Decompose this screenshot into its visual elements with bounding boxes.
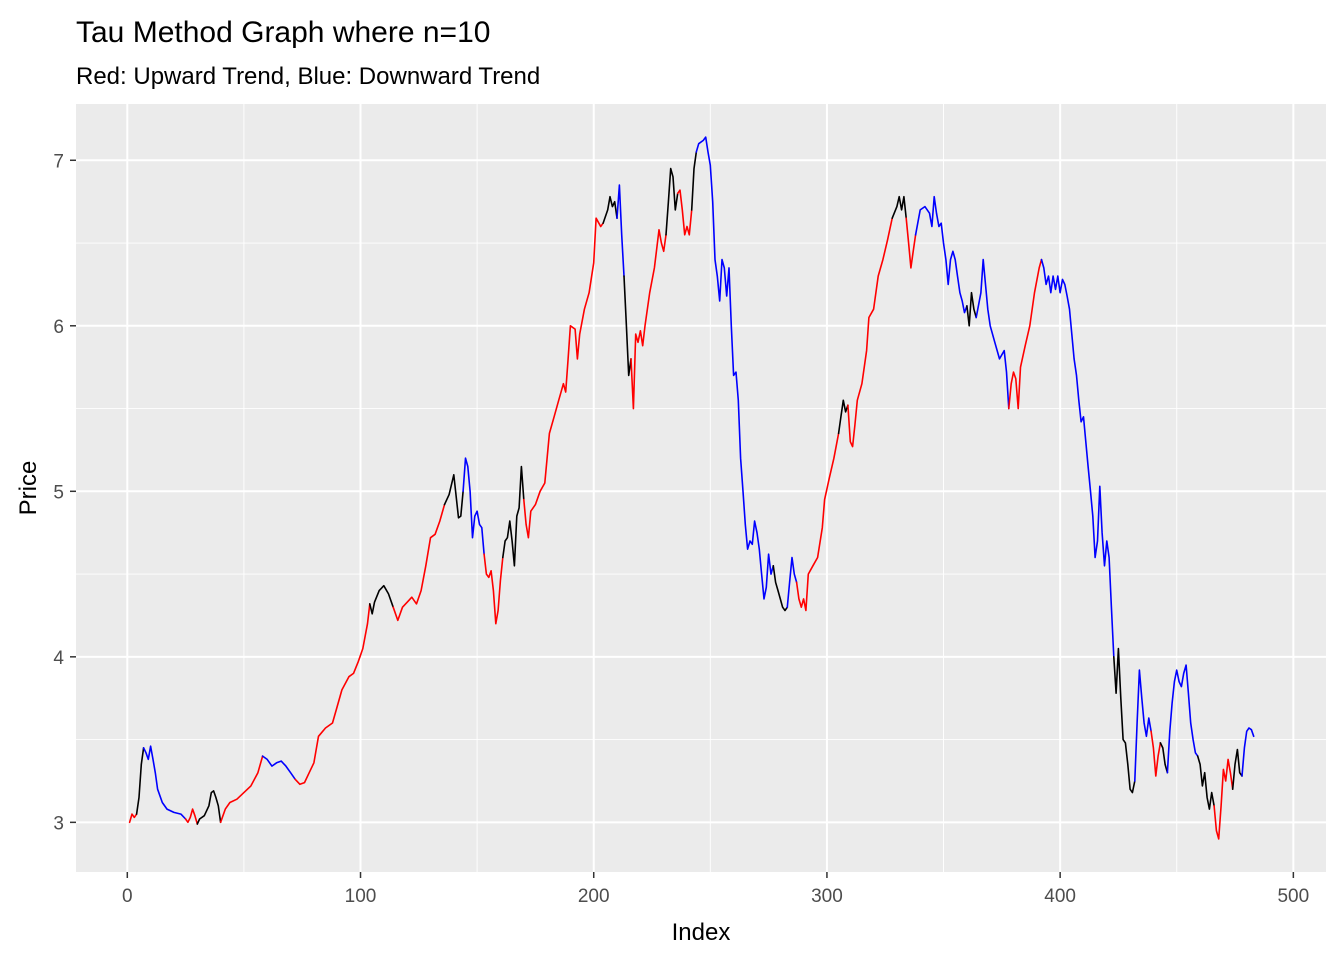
trend-segment-upward [483, 553, 504, 625]
plot-panel [76, 104, 1326, 872]
trend-segment-upward [1008, 258, 1043, 410]
trend-segment-upward [795, 432, 840, 612]
trend-segment-downward [695, 136, 775, 600]
chart-subtitle: Red: Upward Trend, Blue: Downward Trend [76, 63, 540, 90]
x-tick-label: 0 [122, 886, 133, 907]
trend-segment-neutral [1196, 755, 1215, 810]
trend-segment-downward [1166, 664, 1199, 774]
trend-segment-upward [847, 217, 893, 448]
x-tick-label: 500 [1277, 886, 1309, 907]
y-axis-ticks: 3 4 5 6 7 [53, 151, 76, 834]
trend-segment-downward [142, 745, 187, 820]
trend-segment-upward [392, 503, 446, 622]
minor-gridlines [76, 104, 1326, 872]
trend-segment-downward [462, 457, 485, 555]
trend-segment-downward [914, 195, 968, 314]
x-tick-label: 400 [1044, 886, 1076, 907]
x-axis-ticks: 0 100 200 300 400 500 [122, 872, 1309, 907]
trend-segment-downward [1134, 669, 1152, 782]
trend-segment-neutral [623, 275, 632, 377]
price-series [128, 136, 1255, 840]
trend-segment-neutral [1113, 647, 1136, 794]
trend-segment-upward [128, 813, 138, 824]
trend-segment-upward [523, 217, 604, 539]
y-axis-title: Price [15, 461, 42, 516]
trend-segment-upward [676, 189, 693, 236]
trend-segment-neutral [135, 747, 145, 815]
trend-segment-upward [184, 808, 199, 825]
chart-title: Tau Method Graph where n=10 [76, 16, 490, 49]
x-tick-label: 100 [345, 886, 377, 907]
trend-segment-neutral [891, 195, 907, 219]
y-tick-label: 3 [53, 813, 64, 834]
x-tick-label: 200 [578, 886, 610, 907]
x-axis-title: Index [672, 919, 731, 946]
y-tick-label: 4 [53, 648, 64, 669]
trend-segment-neutral [690, 151, 698, 211]
trend-segment-neutral [443, 474, 464, 519]
major-gridlines [76, 104, 1326, 872]
trend-segment-neutral [369, 584, 394, 615]
trend-segment-neutral [1231, 748, 1243, 790]
trend-segment-upward [905, 217, 917, 269]
trend-segment-neutral [966, 291, 977, 327]
trend-segment-neutral [837, 399, 849, 435]
trend-segment-neutral [196, 790, 222, 825]
trend-segment-neutral [1159, 742, 1169, 774]
trend-segment-upward [1213, 758, 1234, 840]
trend-segment-neutral [665, 167, 679, 236]
y-tick-label: 6 [53, 317, 64, 338]
trend-segment-neutral [502, 465, 525, 567]
trend-segment-downward [1040, 258, 1115, 658]
x-tick-label: 300 [811, 886, 843, 907]
trend-segment-upward [219, 755, 264, 824]
trend-segment-upward [630, 229, 667, 410]
trend-segment-downward [786, 556, 798, 608]
trend-segment-neutral [602, 195, 618, 224]
y-tick-label: 7 [53, 151, 64, 172]
trend-segment-downward [616, 184, 625, 277]
trend-segment-downward [1241, 727, 1255, 777]
trend-segment-downward [975, 258, 1010, 410]
trend-segment-neutral [772, 565, 789, 612]
trend-segment-upward [1150, 730, 1162, 777]
trend-segment-downward [261, 755, 296, 781]
trend-segment-upward [294, 603, 371, 786]
y-tick-label: 5 [53, 482, 64, 503]
